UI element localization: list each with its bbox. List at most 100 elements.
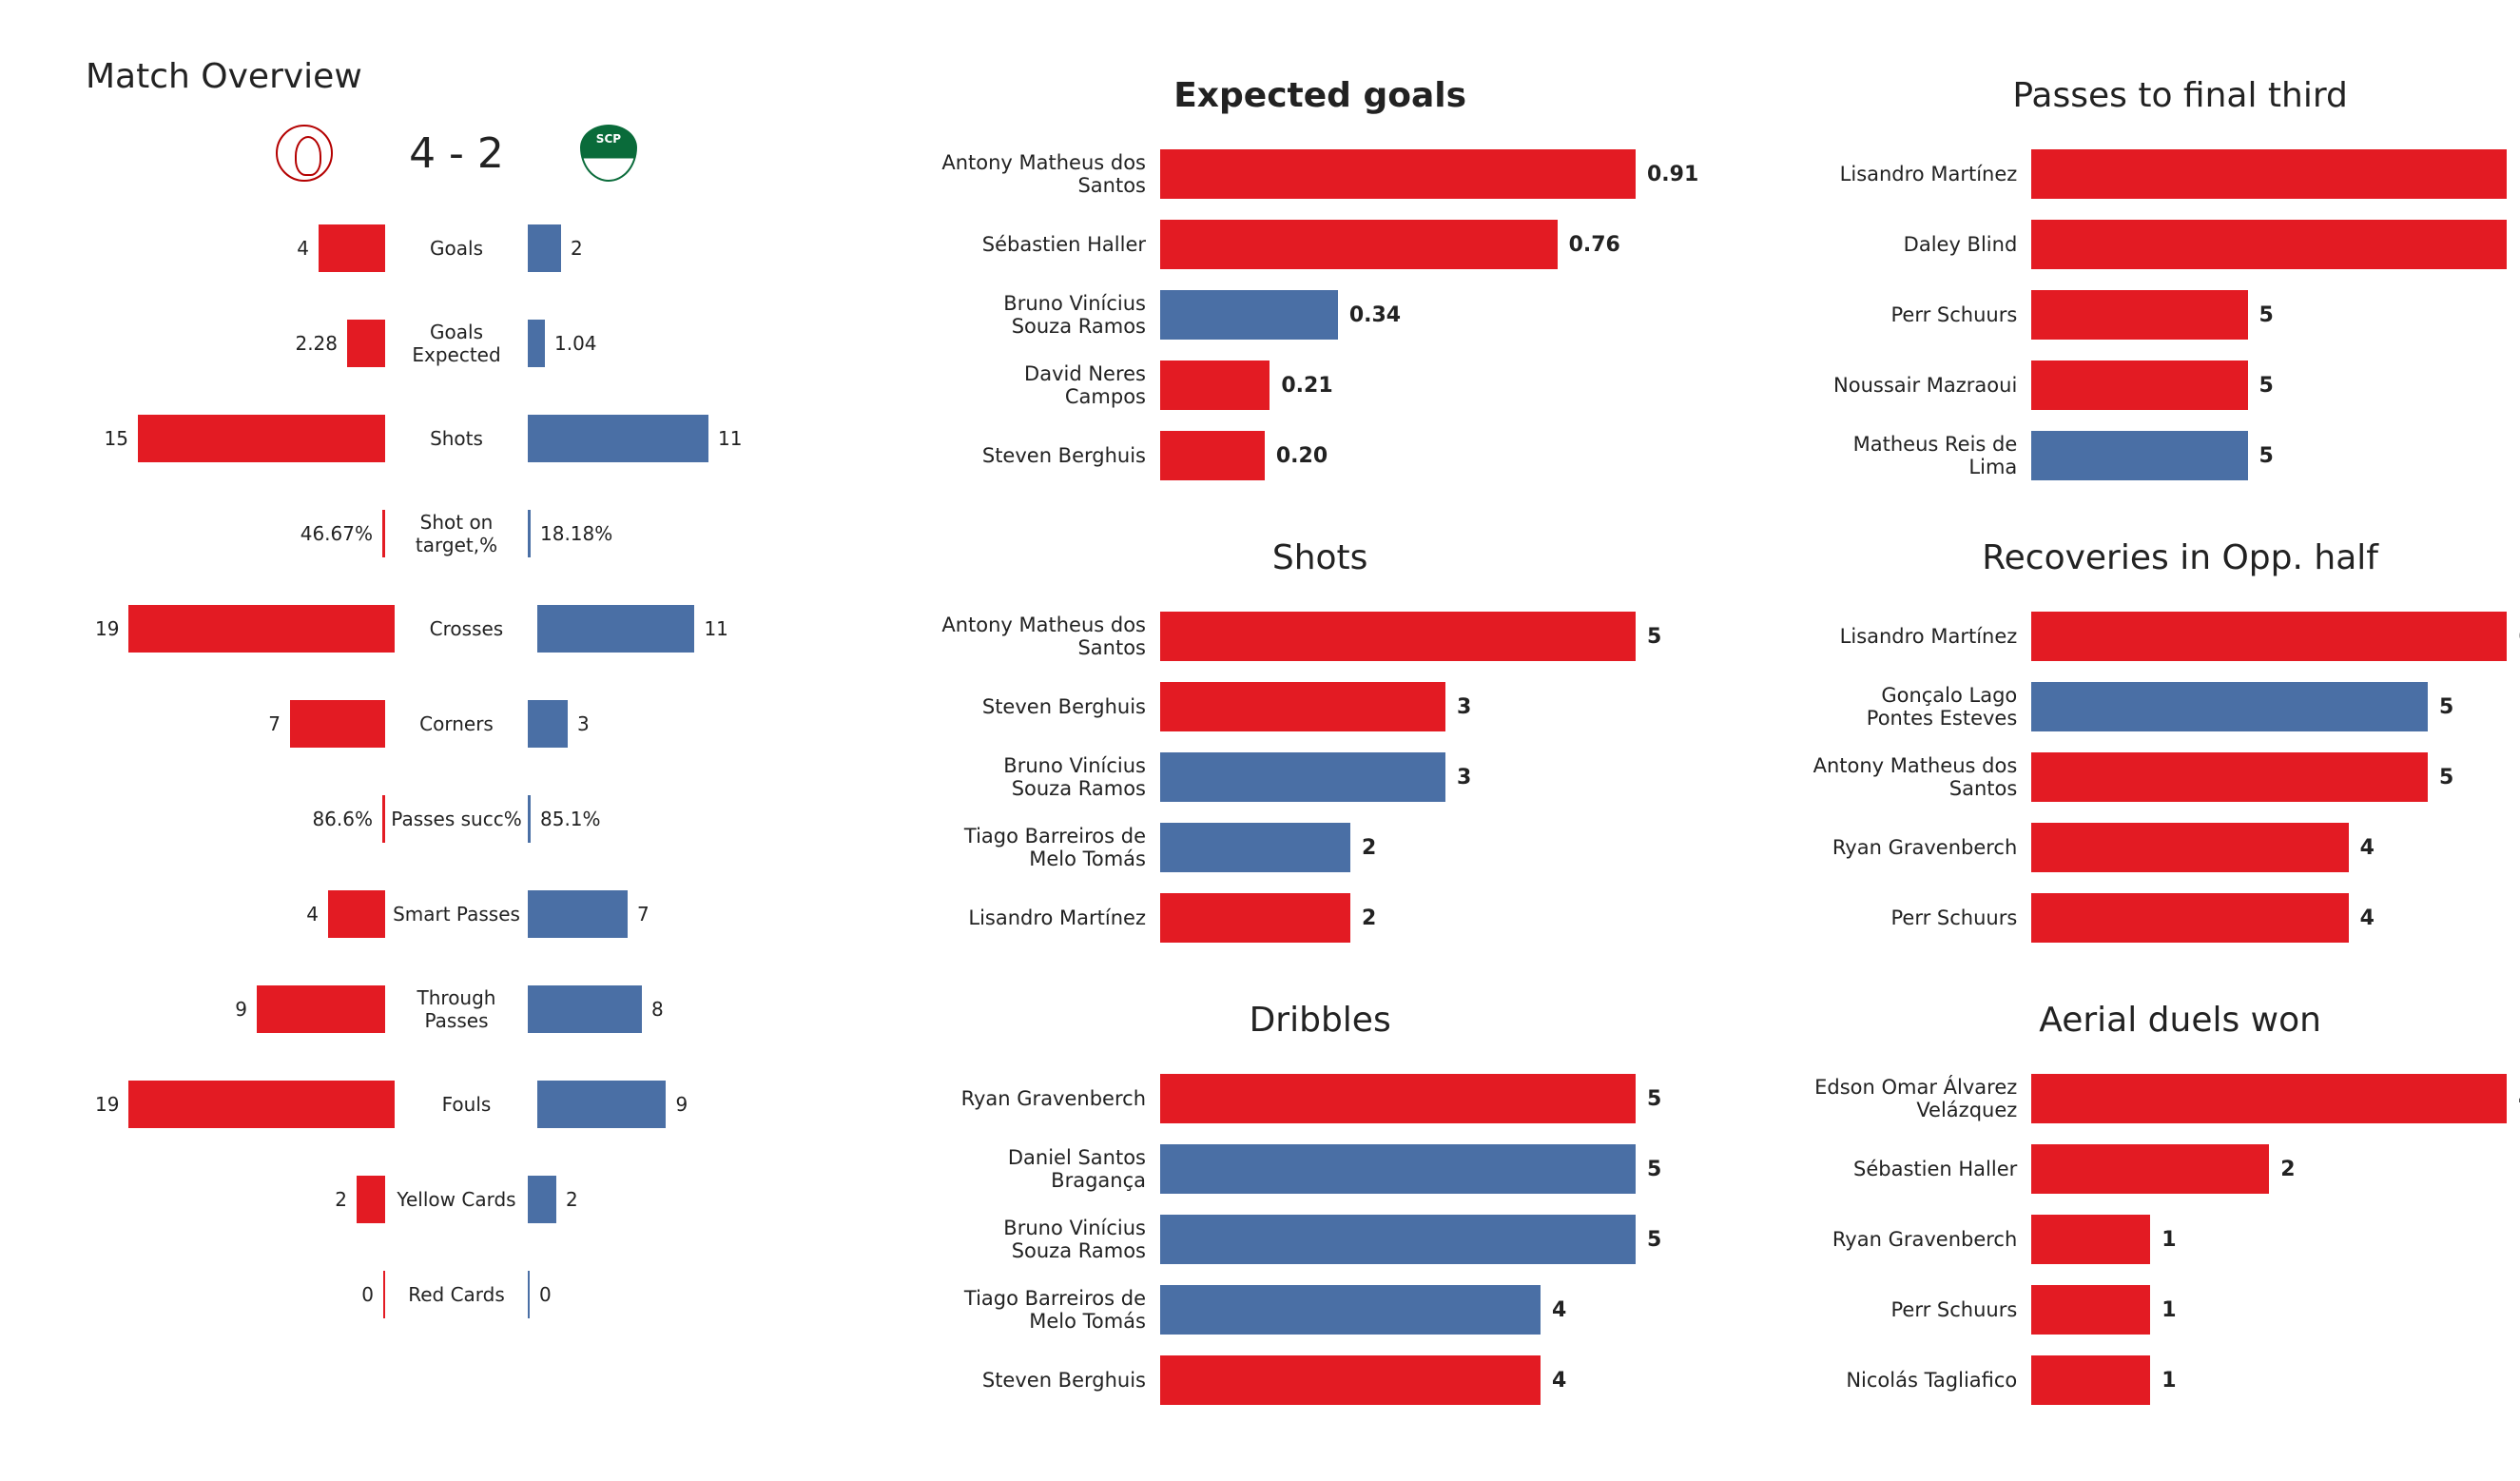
player-chart-row: Bruno Vinícius Souza Ramos3 [941, 742, 1698, 812]
player-bar [2031, 1285, 2150, 1335]
player-value: 4 [1541, 1369, 1566, 1393]
player-name: Antony Matheus dos Santos [1812, 754, 2031, 800]
overview-team-b-bar [528, 224, 561, 272]
overview-team-b-bar [528, 415, 708, 462]
player-name: Ryan Gravenberch [1812, 1228, 2031, 1251]
overview-team-b-value: 1.04 [545, 332, 607, 355]
overview-stat-row: 7Corners3 [86, 676, 827, 771]
player-chart-aer: Aerial duels wonEdson Omar Álvarez Veláz… [1812, 1001, 2520, 1415]
player-value: 5 [2248, 374, 2274, 398]
player-chart-row: Lisandro Martínez 6 [1812, 601, 2520, 672]
overview-team-a-bar [128, 1081, 395, 1128]
player-name: Lisandro Martínez [1812, 625, 2031, 648]
player-value: 1 [2150, 1228, 2176, 1252]
player-value: 1 [2150, 1298, 2176, 1322]
player-chart-row: Steven Berghuis 4 [941, 1345, 1698, 1415]
player-chart-row: Nicolás Tagliafico1 [1812, 1345, 2520, 1415]
overview-team-b-value: 2 [556, 1188, 588, 1211]
player-bar [1160, 1285, 1541, 1335]
overview-team-b-value: 11 [694, 617, 737, 640]
overview-stat-label: Goals Expected [385, 321, 528, 366]
player-value: 5 [2248, 444, 2274, 468]
player-name: Sébastien Haller [1812, 1158, 2031, 1180]
overview-team-a-bar [328, 890, 385, 938]
overview-team-a-bar [347, 320, 385, 367]
player-bar [2031, 220, 2507, 269]
player-chart-row: Perr Schuurs1 [1812, 1275, 2520, 1345]
overview-team-b-bar [528, 1176, 556, 1223]
player-charts-col-1: Expected goalsAntony Matheus dos Santos0… [941, 57, 1698, 1443]
player-value: 1 [2150, 1369, 2176, 1393]
player-chart-title: Recoveries in Opp. half [1812, 538, 2520, 577]
player-chart-row: Steven Berghuis3 [941, 672, 1698, 742]
player-chart-xg: Expected goalsAntony Matheus dos Santos0… [941, 76, 1698, 491]
overview-stat-label: Shot on target,% [385, 511, 528, 556]
player-bar [1160, 1144, 1636, 1194]
overview-team-b-value: 85.1% [531, 808, 611, 830]
player-name: Daniel Santos Bragança [941, 1146, 1160, 1192]
player-value: 2 [1350, 906, 1376, 930]
player-chart-row: Gonçalo Lago Pontes Esteves 5 [1812, 672, 2520, 742]
player-chart-row: Antony Matheus dos Santos5 [1812, 742, 2520, 812]
player-chart-title: Expected goals [941, 76, 1698, 115]
player-name: Steven Berghuis [941, 1369, 1160, 1392]
overview-team-b-bar [537, 605, 694, 653]
overview-team-a-value: 7 [259, 712, 290, 735]
player-name: Matheus Reis de Lima [1812, 433, 2031, 478]
player-name: Noussair Mazraoui [1812, 374, 2031, 397]
player-value: 5 [2428, 695, 2453, 719]
player-name: Edson Omar Álvarez Velázquez [1812, 1076, 2031, 1121]
player-bar [1160, 752, 1445, 802]
overview-stat-row: 0Red Cards0 [86, 1247, 827, 1342]
overview-stat-row: 4Smart Passes7 [86, 867, 827, 962]
player-bar [2031, 1215, 2150, 1264]
overview-stat-row: 4Goals2 [86, 201, 827, 296]
overview-team-b-bar [528, 320, 545, 367]
player-bar [1160, 361, 1270, 410]
player-name: Gonçalo Lago Pontes Esteves [1812, 684, 2031, 730]
player-name: Lisandro Martínez [941, 906, 1160, 929]
player-bar [1160, 1074, 1636, 1123]
overview-stat-label: Shots [385, 427, 528, 450]
player-chart-title: Dribbles [941, 1001, 1698, 1040]
player-value: 3 [1445, 766, 1471, 789]
player-value: 5 [2248, 303, 2274, 327]
player-value: 5 [1636, 1158, 1661, 1181]
player-chart-title: Passes to final third [1812, 76, 2520, 115]
player-bar [2031, 431, 2247, 480]
score-row: 4 - 2 [86, 125, 827, 182]
overview-stat-label: Smart Passes [385, 903, 528, 926]
player-chart-row: Bruno Vinícius Souza Ramos5 [941, 1204, 1698, 1275]
player-bar [2031, 823, 2348, 872]
player-bar [1160, 431, 1265, 480]
overview-stat-row: 2 Yellow Cards 2 [86, 1152, 827, 1247]
player-chart-row: Noussair Mazraoui 5 [1812, 350, 2520, 420]
player-bar [1160, 1355, 1541, 1405]
overview-team-a-value: 19 [86, 617, 128, 640]
player-bar [2031, 682, 2428, 731]
overview-team-b-value: 9 [666, 1093, 697, 1116]
player-name: Daley Blind [1812, 233, 2031, 256]
player-value: 6 [2507, 625, 2520, 649]
player-value: 0.76 [1558, 233, 1620, 257]
overview-stat-label: Yellow Cards [385, 1188, 528, 1211]
player-bar [2031, 893, 2348, 943]
overview-team-b-value: 3 [568, 712, 599, 735]
overview-team-a-value: 2 [325, 1188, 357, 1211]
overview-stat-label: Goals [385, 237, 528, 260]
player-value: 11 [2507, 233, 2520, 257]
overview-team-b-bar [528, 890, 628, 938]
player-value: 0.91 [1636, 163, 1698, 186]
player-value: 5 [1636, 1228, 1661, 1252]
overview-team-b-bar [528, 985, 642, 1033]
player-value: 4 [2349, 906, 2375, 930]
player-chart-row: Matheus Reis de Lima 5 [1812, 420, 2520, 491]
player-name: Bruno Vinícius Souza Ramos [941, 292, 1160, 338]
overview-team-a-bar [257, 985, 385, 1033]
player-bar [2031, 361, 2247, 410]
player-chart-title: Shots [941, 538, 1698, 577]
player-name: Steven Berghuis [941, 695, 1160, 718]
player-chart-dribbles: DribblesRyan Gravenberch5Daniel Santos B… [941, 1001, 1698, 1415]
overview-team-a-bar [138, 415, 385, 462]
player-name: Lisandro Martínez [1812, 163, 2031, 185]
